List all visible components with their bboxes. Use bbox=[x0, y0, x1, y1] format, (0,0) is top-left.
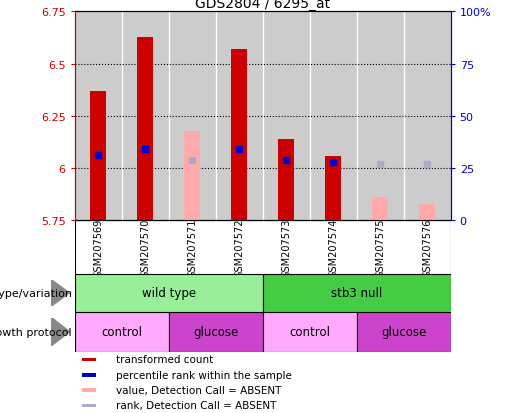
Bar bbox=[122, 12, 168, 221]
Bar bbox=[263, 275, 451, 312]
Bar bbox=[82, 404, 96, 407]
Bar bbox=[278, 140, 295, 221]
Text: GSM207571: GSM207571 bbox=[187, 218, 197, 278]
Bar bbox=[310, 12, 356, 221]
Bar bbox=[137, 38, 153, 221]
Text: genotype/variation: genotype/variation bbox=[0, 288, 72, 298]
Text: growth protocol: growth protocol bbox=[0, 327, 72, 337]
Text: GSM207576: GSM207576 bbox=[422, 218, 432, 278]
Polygon shape bbox=[52, 280, 70, 306]
Bar bbox=[263, 312, 356, 352]
Text: GSM207575: GSM207575 bbox=[375, 218, 385, 278]
Bar bbox=[82, 388, 96, 392]
Text: rank, Detection Call = ABSENT: rank, Detection Call = ABSENT bbox=[116, 400, 277, 411]
Text: GSM207570: GSM207570 bbox=[140, 218, 150, 278]
Text: value, Detection Call = ABSENT: value, Detection Call = ABSENT bbox=[116, 385, 281, 395]
Bar bbox=[82, 358, 96, 361]
Text: stb3 null: stb3 null bbox=[331, 287, 382, 300]
Bar bbox=[404, 12, 451, 221]
Bar bbox=[231, 50, 247, 221]
Bar bbox=[75, 12, 122, 221]
Text: control: control bbox=[101, 325, 142, 338]
Bar bbox=[356, 12, 404, 221]
Bar bbox=[75, 312, 168, 352]
Polygon shape bbox=[52, 318, 70, 346]
Text: glucose: glucose bbox=[381, 325, 426, 338]
Text: GSM207572: GSM207572 bbox=[234, 218, 244, 278]
Title: GDS2804 / 6295_at: GDS2804 / 6295_at bbox=[195, 0, 330, 12]
Bar bbox=[372, 198, 388, 221]
Text: GSM207573: GSM207573 bbox=[281, 218, 291, 278]
Bar bbox=[419, 204, 435, 221]
Text: percentile rank within the sample: percentile rank within the sample bbox=[116, 370, 292, 380]
Text: control: control bbox=[289, 325, 330, 338]
Text: wild type: wild type bbox=[142, 287, 196, 300]
Bar bbox=[90, 92, 107, 221]
Text: GSM207569: GSM207569 bbox=[93, 218, 103, 278]
Text: GSM207574: GSM207574 bbox=[328, 218, 338, 278]
Bar bbox=[168, 312, 263, 352]
Bar bbox=[75, 275, 263, 312]
Bar bbox=[356, 312, 451, 352]
Bar bbox=[325, 156, 341, 221]
Text: transformed count: transformed count bbox=[116, 354, 213, 365]
Bar bbox=[184, 131, 200, 221]
Text: glucose: glucose bbox=[193, 325, 238, 338]
Bar bbox=[82, 373, 96, 377]
Bar bbox=[263, 12, 310, 221]
Bar bbox=[216, 12, 263, 221]
Bar bbox=[168, 12, 216, 221]
